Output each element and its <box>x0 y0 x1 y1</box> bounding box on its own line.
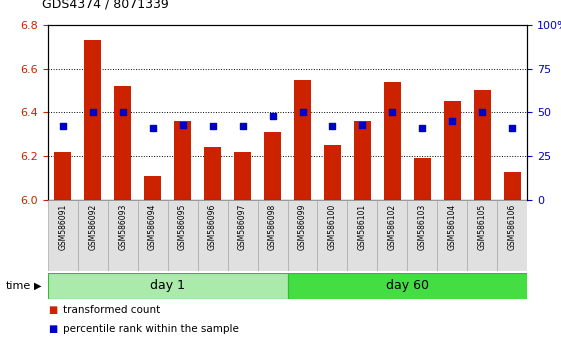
Text: GSM586096: GSM586096 <box>208 204 217 250</box>
Bar <box>414 158 431 200</box>
Text: ▶: ▶ <box>34 281 41 291</box>
Bar <box>295 80 311 200</box>
Point <box>358 122 367 127</box>
Text: percentile rank within the sample: percentile rank within the sample <box>63 324 240 334</box>
Text: GSM586099: GSM586099 <box>298 204 307 250</box>
Bar <box>84 40 101 200</box>
FancyBboxPatch shape <box>287 273 527 299</box>
Text: day 1: day 1 <box>150 279 185 292</box>
Bar <box>384 82 401 200</box>
Text: transformed count: transformed count <box>63 305 160 315</box>
Text: GDS4374 / 8071339: GDS4374 / 8071339 <box>42 0 169 11</box>
Text: GSM586091: GSM586091 <box>58 204 67 250</box>
Bar <box>324 145 341 200</box>
Point <box>508 125 517 131</box>
Bar <box>174 121 191 200</box>
Point <box>58 124 67 129</box>
FancyBboxPatch shape <box>257 200 287 271</box>
Text: GSM586097: GSM586097 <box>238 204 247 250</box>
Bar <box>264 132 280 200</box>
FancyBboxPatch shape <box>347 200 378 271</box>
Text: GSM586093: GSM586093 <box>118 204 127 250</box>
Point <box>298 110 307 115</box>
Point <box>418 125 427 131</box>
FancyBboxPatch shape <box>48 273 287 299</box>
FancyBboxPatch shape <box>467 200 498 271</box>
Point <box>388 110 397 115</box>
FancyBboxPatch shape <box>137 200 168 271</box>
Bar <box>144 176 161 200</box>
Bar <box>444 102 461 200</box>
Point <box>208 124 217 129</box>
Text: GSM586098: GSM586098 <box>268 204 277 250</box>
Text: GSM586094: GSM586094 <box>148 204 157 250</box>
Point <box>88 110 97 115</box>
Text: GSM586092: GSM586092 <box>88 204 97 250</box>
Point <box>118 110 127 115</box>
Bar <box>504 172 521 200</box>
Bar <box>54 152 71 200</box>
Text: GSM586102: GSM586102 <box>388 204 397 250</box>
Text: GSM586104: GSM586104 <box>448 204 457 250</box>
Point <box>478 110 487 115</box>
FancyBboxPatch shape <box>77 200 108 271</box>
Bar <box>204 147 221 200</box>
Text: GSM586105: GSM586105 <box>478 204 487 250</box>
Text: GSM586103: GSM586103 <box>418 204 427 250</box>
Bar <box>474 91 491 200</box>
Point <box>448 118 457 124</box>
FancyBboxPatch shape <box>407 200 438 271</box>
Text: GSM586106: GSM586106 <box>508 204 517 250</box>
Point <box>178 122 187 127</box>
Text: day 60: day 60 <box>386 279 429 292</box>
Text: time: time <box>6 281 31 291</box>
Text: GSM586100: GSM586100 <box>328 204 337 250</box>
FancyBboxPatch shape <box>168 200 197 271</box>
Bar <box>234 152 251 200</box>
FancyBboxPatch shape <box>378 200 407 271</box>
FancyBboxPatch shape <box>318 200 347 271</box>
FancyBboxPatch shape <box>197 200 228 271</box>
Point <box>268 113 277 119</box>
FancyBboxPatch shape <box>228 200 257 271</box>
FancyBboxPatch shape <box>108 200 137 271</box>
Text: GSM586101: GSM586101 <box>358 204 367 250</box>
FancyBboxPatch shape <box>498 200 527 271</box>
FancyBboxPatch shape <box>438 200 467 271</box>
Text: GSM586095: GSM586095 <box>178 204 187 250</box>
Point <box>148 125 157 131</box>
Point <box>328 124 337 129</box>
Text: ■: ■ <box>48 324 57 334</box>
Bar <box>354 121 371 200</box>
FancyBboxPatch shape <box>287 200 318 271</box>
Bar <box>114 86 131 200</box>
Text: ■: ■ <box>48 305 57 315</box>
Point <box>238 124 247 129</box>
FancyBboxPatch shape <box>48 200 77 271</box>
